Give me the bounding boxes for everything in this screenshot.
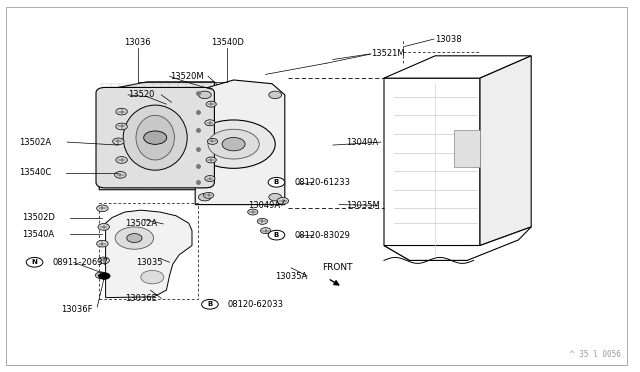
- Text: 13049A: 13049A: [346, 138, 378, 147]
- Circle shape: [268, 177, 285, 187]
- Circle shape: [116, 157, 127, 163]
- Circle shape: [257, 218, 268, 224]
- Circle shape: [208, 129, 259, 159]
- FancyBboxPatch shape: [6, 7, 627, 365]
- Text: 13540C: 13540C: [19, 169, 51, 177]
- Text: B: B: [274, 179, 279, 185]
- Circle shape: [248, 209, 258, 215]
- Text: 13036E: 13036E: [125, 294, 157, 303]
- Polygon shape: [480, 56, 531, 246]
- Text: 13035A: 13035A: [275, 272, 307, 280]
- Circle shape: [95, 272, 107, 279]
- Circle shape: [116, 123, 127, 130]
- Polygon shape: [384, 78, 480, 260]
- Circle shape: [222, 137, 245, 151]
- Circle shape: [127, 234, 142, 243]
- Text: 13035M: 13035M: [346, 201, 380, 210]
- Text: 13036: 13036: [124, 38, 151, 47]
- Text: 13540A: 13540A: [22, 230, 54, 239]
- Text: 08120-61233: 08120-61233: [294, 178, 351, 187]
- Circle shape: [98, 224, 109, 230]
- Polygon shape: [384, 227, 531, 260]
- Text: 13035: 13035: [136, 258, 163, 267]
- Circle shape: [198, 193, 211, 201]
- Circle shape: [269, 193, 282, 201]
- Circle shape: [260, 228, 271, 234]
- Ellipse shape: [136, 115, 174, 160]
- Circle shape: [115, 171, 126, 178]
- Circle shape: [202, 299, 218, 309]
- Text: 13520: 13520: [128, 90, 154, 99]
- Text: 08911-20637: 08911-20637: [52, 258, 108, 267]
- Text: 13038: 13038: [435, 35, 462, 44]
- Circle shape: [98, 257, 109, 264]
- Circle shape: [206, 101, 216, 107]
- Polygon shape: [99, 82, 214, 190]
- Text: 13502A: 13502A: [125, 219, 157, 228]
- FancyBboxPatch shape: [96, 87, 214, 188]
- Circle shape: [206, 157, 216, 163]
- Circle shape: [204, 192, 214, 198]
- Circle shape: [207, 138, 218, 144]
- Text: 13049A: 13049A: [248, 201, 280, 210]
- Circle shape: [192, 120, 275, 168]
- Polygon shape: [106, 210, 192, 298]
- Text: 13521M: 13521M: [371, 49, 405, 58]
- Text: 08120-83029: 08120-83029: [294, 231, 350, 240]
- Circle shape: [113, 138, 124, 145]
- Text: 13520M: 13520M: [170, 72, 204, 81]
- Text: 13036F: 13036F: [61, 305, 92, 314]
- Text: 13540D: 13540D: [211, 38, 244, 47]
- Circle shape: [115, 227, 154, 249]
- Text: N: N: [31, 259, 38, 265]
- Circle shape: [143, 131, 167, 144]
- Text: 13502A: 13502A: [19, 138, 51, 147]
- Text: 08120-62033: 08120-62033: [228, 300, 284, 309]
- Ellipse shape: [123, 105, 188, 170]
- Circle shape: [26, 257, 43, 267]
- Text: B: B: [274, 232, 279, 238]
- Circle shape: [97, 205, 108, 212]
- Polygon shape: [454, 130, 480, 167]
- Text: FRONT: FRONT: [322, 263, 353, 272]
- Circle shape: [205, 120, 215, 126]
- Circle shape: [205, 176, 215, 182]
- Circle shape: [198, 91, 211, 99]
- Circle shape: [97, 240, 108, 247]
- Text: B: B: [207, 301, 212, 307]
- Polygon shape: [384, 56, 531, 78]
- Polygon shape: [195, 80, 285, 205]
- Circle shape: [268, 230, 285, 240]
- Text: ^ 35 l 0056: ^ 35 l 0056: [570, 350, 621, 359]
- Circle shape: [141, 270, 164, 284]
- Text: 13502D: 13502D: [22, 213, 55, 222]
- Circle shape: [277, 198, 289, 204]
- Circle shape: [99, 273, 110, 279]
- Circle shape: [116, 108, 127, 115]
- Circle shape: [269, 91, 282, 99]
